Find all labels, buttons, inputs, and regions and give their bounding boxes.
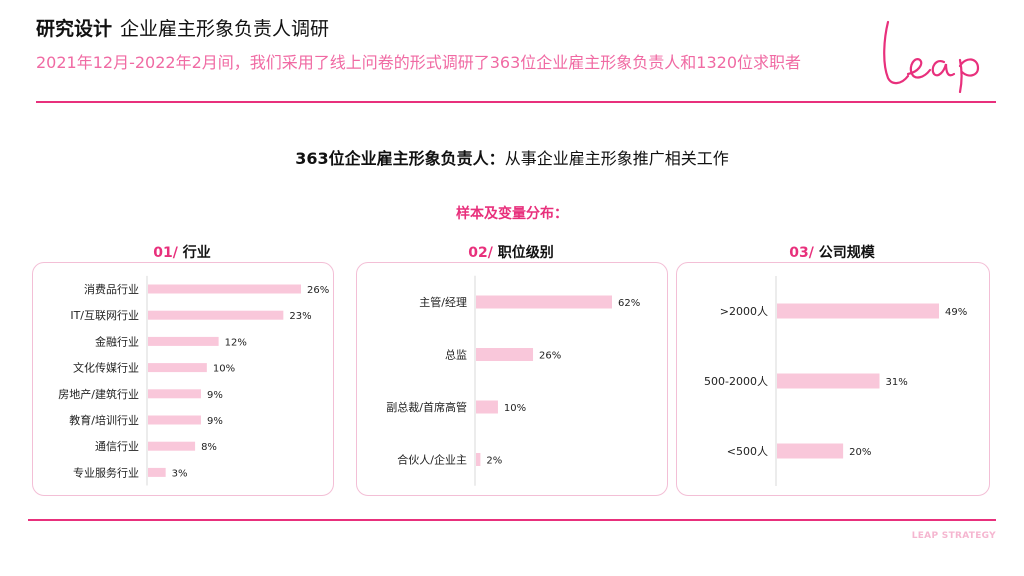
bar-0-2 [148,336,219,346]
category-label: >2000人 [720,305,768,318]
data-label: 8% [201,442,217,453]
panel-number: 03/ [789,245,814,261]
category-label: 副总裁/首席高管 [386,400,467,414]
category-label: IT/互联网行业 [70,309,139,322]
panel-title-text: 行业 [182,245,211,261]
bar-1-1 [476,348,534,361]
category-label: 教育/培训行业 [69,413,139,427]
data-label: 9% [207,416,223,427]
data-label: 10% [504,403,526,414]
bar-1-0 [476,295,612,309]
panel-number: 01/ [153,245,178,261]
bar-0-5 [148,415,201,425]
data-label: 26% [539,351,561,362]
bar-0-6 [148,441,196,451]
bar-0-0 [148,284,301,294]
data-label: 49% [945,307,967,318]
data-label: 31% [885,377,907,388]
data-label: 10% [213,364,235,375]
data-label: 2% [486,456,502,467]
category-label: <500人 [727,445,768,458]
category-label: 文化传媒行业 [73,361,139,375]
panel-title-company-size: 03/ 公司规模 [676,242,988,262]
chart-panel-industry [32,262,334,496]
page-title-bold: 研究设计 [36,18,113,40]
bar-2-2 [777,443,844,459]
panel-title-position: 02/ 职位级别 [356,242,666,262]
page-subtitle: 2021年12月-2022年2月间，我们采用了线上问卷的形式调研了363位企业雇… [36,53,802,72]
category-label: 主管/经理 [419,295,467,309]
page-title-rest: 企业雇主形象负责人调研 [120,18,330,40]
bar-1-2 [476,400,498,414]
top-divider [36,101,996,103]
data-label: 62% [618,298,640,309]
panel-title-text: 公司规模 [818,245,875,261]
category-label: 专业服务行业 [73,465,139,479]
data-label: 23% [289,311,311,322]
panel-title-industry: 01/ 行业 [32,242,332,262]
data-label: 3% [172,468,188,479]
panel-number: 02/ [468,245,493,261]
category-label: 通信行业 [95,440,139,453]
category-label: 总监 [445,348,467,362]
page-title: 研究设计 企业雇主形象负责人调研 [36,14,329,41]
bar-0-7 [148,467,166,477]
bar-2-0 [777,303,939,319]
bar-0-3 [148,363,207,373]
headline-bold: 363位企业雇主形象负责人： [295,149,505,168]
category-label: 消费品行业 [84,282,139,296]
bar-0-4 [148,389,201,399]
sample-title: 样本及变量分布： [456,206,568,222]
category-label: 500-2000人 [704,375,768,388]
leap-logo [883,20,980,93]
category-label: 房地产/建筑行业 [58,387,139,401]
panel-title-text: 职位级别 [497,245,554,261]
bar-1-3 [476,453,481,466]
category-label: 金融行业 [95,334,139,348]
bottom-divider [28,519,996,521]
headline: 363位企业雇主形象负责人：从事企业雇主形象推广相关工作 [0,145,1024,169]
footer-brand: LEAP STRATEGY [911,531,996,541]
bar-0-1 [148,310,284,320]
bar-2-1 [777,373,880,389]
headline-rest: 从事企业雇主形象推广相关工作 [504,149,729,168]
data-label: 26% [307,285,329,296]
data-label: 20% [849,447,871,458]
data-label: 12% [225,337,247,348]
data-label: 9% [207,390,223,401]
category-label: 合伙人/企业主 [397,453,467,467]
